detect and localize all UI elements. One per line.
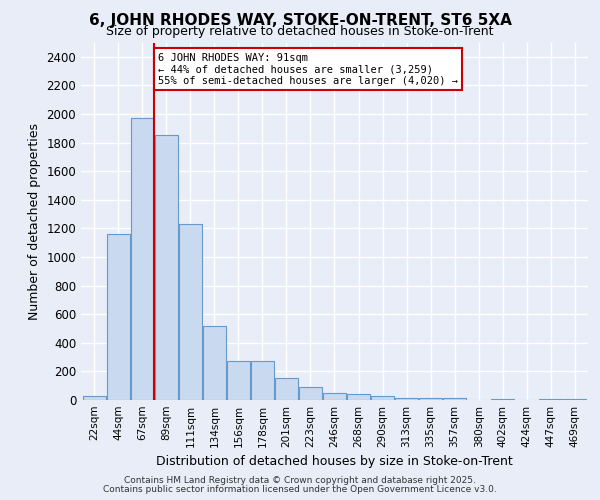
- Bar: [347, 394, 370, 400]
- X-axis label: Distribution of detached houses by size in Stoke-on-Trent: Distribution of detached houses by size …: [156, 456, 513, 468]
- Text: 6 JOHN RHODES WAY: 91sqm
← 44% of detached houses are smaller (3,259)
55% of sem: 6 JOHN RHODES WAY: 91sqm ← 44% of detach…: [158, 52, 458, 86]
- Text: Size of property relative to detached houses in Stoke-on-Trent: Size of property relative to detached ho…: [106, 25, 494, 38]
- Text: Contains public sector information licensed under the Open Government Licence v3: Contains public sector information licen…: [103, 485, 497, 494]
- Bar: [155, 136, 178, 400]
- Text: 6, JOHN RHODES WAY, STOKE-ON-TRENT, ST6 5XA: 6, JOHN RHODES WAY, STOKE-ON-TRENT, ST6 …: [89, 12, 511, 28]
- Bar: [395, 398, 418, 400]
- Bar: [419, 398, 442, 400]
- Bar: [131, 118, 154, 400]
- Bar: [299, 387, 322, 400]
- Bar: [275, 378, 298, 400]
- Bar: [323, 393, 346, 400]
- Bar: [227, 362, 250, 400]
- Bar: [251, 362, 274, 400]
- Bar: [83, 396, 106, 400]
- Bar: [203, 326, 226, 400]
- Bar: [179, 224, 202, 400]
- Bar: [107, 234, 130, 400]
- Bar: [443, 398, 466, 400]
- Text: Contains HM Land Registry data © Crown copyright and database right 2025.: Contains HM Land Registry data © Crown c…: [124, 476, 476, 485]
- Y-axis label: Number of detached properties: Number of detached properties: [28, 122, 41, 320]
- Bar: [371, 396, 394, 400]
